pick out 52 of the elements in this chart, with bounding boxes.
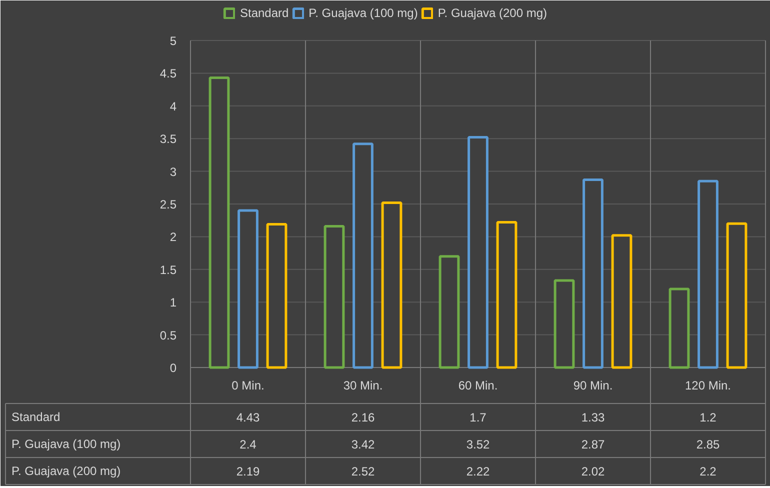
y-tick-label: 5 — [170, 34, 177, 48]
bar — [496, 221, 518, 369]
y-tick-label: 4 — [170, 99, 177, 114]
x-tick-label: 30 Min. — [343, 378, 383, 392]
y-tick-label: 3.5 — [160, 132, 177, 146]
legend-label: P. Guajava (200 mg) — [438, 6, 548, 20]
bar — [208, 76, 230, 369]
data-label: 3.42 — [351, 438, 376, 452]
bar — [468, 136, 488, 369]
text: Standard — [12, 410, 60, 424]
y-tick-label: 4.5 — [160, 66, 177, 81]
y-tick-label: 1 — [170, 296, 177, 310]
data-label: 2.22 — [466, 464, 490, 478]
bar — [438, 255, 460, 369]
data-label: 2.4 — [240, 438, 257, 452]
text: P. Guajava (100 mg) — [12, 437, 121, 451]
text: P. Guajava (200 mg) — [12, 464, 121, 478]
data-label: 4.43 — [236, 410, 260, 424]
data-label: 2.85 — [696, 438, 720, 452]
data-label: 2.2 — [700, 464, 717, 478]
y-tick-label: 1.5 — [160, 262, 177, 277]
bar — [582, 178, 604, 369]
data-label: 1.7 — [470, 410, 487, 424]
data-label: 2.19 — [236, 464, 260, 478]
bar — [266, 223, 288, 369]
bar — [698, 180, 718, 369]
x-tick-label: 120 Min. — [684, 378, 732, 392]
y-tick-label: 2.5 — [160, 198, 177, 212]
bar — [381, 201, 402, 369]
bar — [668, 288, 690, 369]
bar — [726, 222, 748, 369]
bar — [324, 224, 345, 369]
data-label: 1.2 — [700, 410, 717, 424]
bar — [554, 279, 575, 369]
bar — [238, 209, 258, 369]
data-label: 2.02 — [581, 464, 606, 478]
y-tick-label: 3 — [170, 164, 177, 179]
data-label: 1.33 — [581, 410, 606, 424]
x-tick-label: 0 Min. — [232, 378, 264, 392]
data-label: 2.87 — [581, 438, 606, 452]
bar — [352, 142, 374, 369]
legend-label: P. Guajava (100 mg) — [308, 6, 418, 20]
y-tick-label: 0.5 — [160, 328, 177, 342]
y-tick-label: 0 — [170, 361, 177, 375]
data-label: 3.52 — [466, 438, 490, 452]
x-tick-label: 60 Min. — [458, 378, 498, 392]
y-tick-label: 2 — [170, 230, 177, 244]
x-tick-label: 90 Min. — [573, 378, 613, 392]
bar — [611, 234, 632, 369]
data-label: 2.16 — [351, 410, 376, 424]
data-label: 2.52 — [351, 464, 376, 478]
legend-label: Standard — [240, 6, 289, 20]
